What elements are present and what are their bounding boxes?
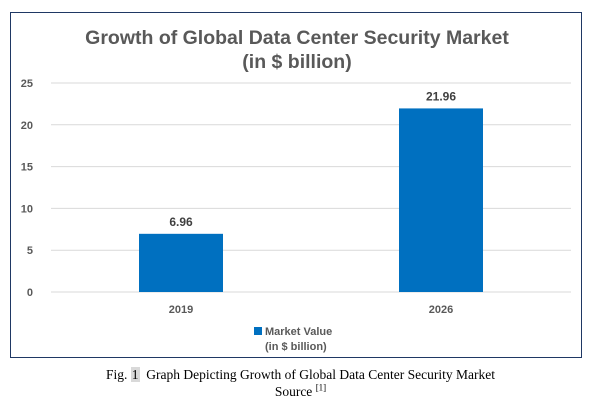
chart-frame: Growth of Global Data Center Security Ma… [10, 12, 582, 358]
legend-label-line1: Market Value [265, 326, 332, 338]
caption-figure-number: 1 [130, 367, 140, 382]
y-tick-label: 10 [21, 203, 33, 215]
y-tick-label: 5 [27, 245, 33, 257]
figure-caption: Fig. 1 Graph Depicting Growth of Global … [0, 366, 601, 400]
x-axis-labels: 2019 2026 [169, 304, 453, 316]
caption-source: Source [274, 384, 313, 399]
chart-title-line1: Growth of Global Data Center Security Ma… [85, 27, 509, 49]
bar-value-label: 21.96 [426, 89, 456, 103]
caption-line1: Fig. 1 Graph Depicting Growth of Global … [0, 366, 601, 383]
x-tick-label: 2019 [169, 304, 193, 316]
caption-line2: Source [1] [0, 383, 601, 400]
chart-title-line2: (in $ billion) [242, 51, 351, 73]
legend-swatch [254, 327, 262, 335]
y-tick-label: 15 [21, 162, 33, 174]
bar-chart: Growth of Global Data Center Security Ma… [21, 27, 571, 353]
bars: 6.96 21.96 [139, 89, 483, 292]
y-tick-label: 20 [21, 120, 33, 132]
bar-value-label: 6.96 [169, 215, 193, 229]
bar-2019 [139, 233, 223, 292]
x-tick-label: 2026 [429, 304, 453, 316]
y-tick-label: 0 [27, 287, 33, 299]
legend: Market Value (in $ billion) [254, 326, 332, 353]
bar-2026 [399, 108, 483, 292]
caption-prefix: Fig. [106, 367, 128, 382]
y-tick-label: 25 [21, 78, 33, 90]
y-axis-ticks: 0 5 10 15 20 25 [21, 78, 33, 299]
gridlines [51, 82, 571, 293]
legend-label-line2: (in $ billion) [265, 341, 327, 353]
caption-text: Graph Depicting Growth of Global Data Ce… [146, 367, 495, 382]
caption-reference: [1] [315, 382, 327, 393]
